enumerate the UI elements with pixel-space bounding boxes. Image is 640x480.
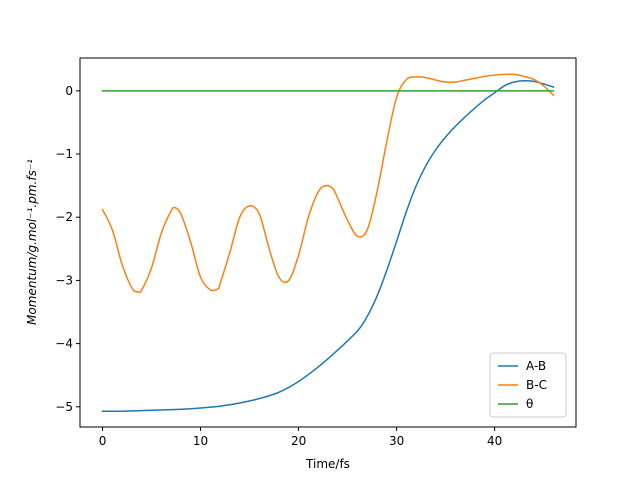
legend-label: A-B — [526, 359, 546, 373]
x-tick-label: 10 — [193, 434, 208, 448]
y-tick-label: −1 — [55, 147, 73, 161]
y-tick-label: 0 — [65, 84, 73, 98]
series-layer — [101, 73, 555, 412]
y-axis: 0 −1 −2 −3 −4 −5 — [55, 84, 80, 414]
series-line-1 — [101, 73, 555, 294]
x-tick-label: 40 — [487, 434, 502, 448]
y-tick-label: −3 — [55, 273, 73, 287]
legend-box — [489, 352, 567, 418]
x-axis: 0 10 20 30 40 — [99, 427, 502, 448]
legend: A-B B-C θ — [489, 352, 567, 418]
x-axis-label: Time/fs — [305, 457, 350, 471]
x-tick-label: 30 — [389, 434, 404, 448]
legend-label: θ — [526, 397, 533, 411]
y-tick-label: −4 — [55, 337, 73, 351]
y-axis-label: Momentum/g.mol⁻¹.pm.fs⁻¹ — [25, 159, 39, 325]
y-tick-label: −5 — [55, 400, 73, 414]
plot-frame — [79, 57, 577, 428]
x-tick-label: 0 — [99, 434, 107, 448]
series-line-0 — [101, 79, 555, 412]
x-tick-label: 20 — [291, 434, 306, 448]
legend-label: B-C — [526, 378, 547, 392]
y-tick-label: −2 — [55, 210, 73, 224]
